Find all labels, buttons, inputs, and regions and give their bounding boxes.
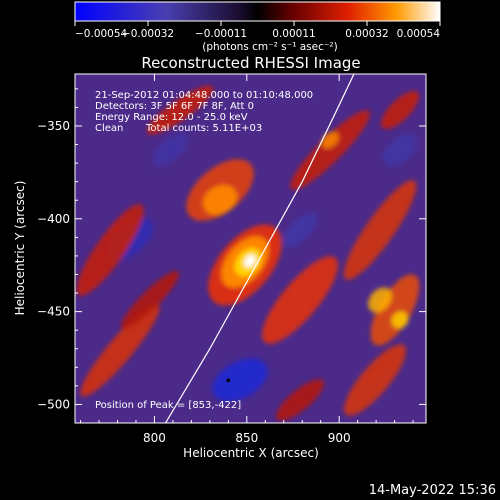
emission-blob [290,110,370,190]
emission-blob [344,344,406,416]
colorbar-tick-label: 0.00011 [272,28,315,40]
emission-blob [121,271,179,329]
emission-blob [391,311,409,329]
emission-blob [262,256,338,344]
emission-blob [321,131,339,149]
emission-blob [146,85,214,135]
info-method: Clean [95,123,123,134]
y-axis-ticks: −350 −400 −450 −500 [37,88,426,424]
colorbar-tick-label: 0.00032 [345,28,388,40]
emission-blob [282,212,318,248]
peak-marker [226,378,231,383]
emission-blob [202,184,238,216]
y-tick-label: −500 [37,397,70,411]
emission-blob [76,204,144,296]
info-detectors: Detectors: 3F 5F 6F 7F 8F, Att 0 [95,101,254,112]
colorbar-tick-label: −0.00032 [122,28,174,40]
peak-position-label: Position of Peak = [853,-422] [95,400,241,411]
emission-blob [80,303,160,397]
x-axis-label: Heliocentric X (arcsec) [183,446,319,460]
emission-blob [244,254,256,268]
emission-blob [382,134,418,166]
colorbar [74,1,441,22]
plot-frame [74,73,427,424]
x-tick-label: 800 [143,431,166,445]
emission-blob [212,358,268,402]
emission-blob [370,274,420,346]
x-axis-ticks: 800 850 900 [80,74,414,445]
colorbar-unit-label: (photons cm⁻² s⁻¹ asec⁻²) [202,41,337,53]
image-area [75,74,426,423]
emission-blob [151,133,189,167]
emission-blob [276,379,324,421]
info-time: 21-Sep-2012 01:04:48.000 to 01:10:48.000 [95,90,313,101]
colorbar-tick-label: 0.00054 [397,28,441,40]
chart-title: Reconstructed RHESSI Image [141,54,360,72]
emission-blob [368,287,392,313]
y-axis-label: Heliocentric Y (arcsec) [13,181,27,316]
info-energy: Energy Range: 12.0 - 25.0 keV [95,112,248,123]
colorbar-tick-label: −0.00011 [195,28,247,40]
emission-blob [343,180,417,280]
footer-timestamp: 14-May-2022 15:36 [369,483,496,498]
info-counts: Total counts: 5.11E+03 [145,123,262,134]
emission-blob [380,90,420,130]
solar-limb-line [165,74,355,423]
x-tick-label: 850 [235,431,258,445]
x-tick-label: 900 [328,431,351,445]
colorbar-tick-label: −0.00054 [75,28,128,40]
y-tick-label: −400 [37,212,70,226]
emission-map [76,85,420,421]
info-block: 21-Sep-2012 01:04:48.000 to 01:10:48.000… [95,90,313,134]
y-tick-label: −350 [37,119,70,133]
y-tick-label: −450 [37,305,70,319]
colorbar-ticks: −0.00054−0.00032 −0.00011 0.00011 0.00032 0.… [74,21,441,40]
